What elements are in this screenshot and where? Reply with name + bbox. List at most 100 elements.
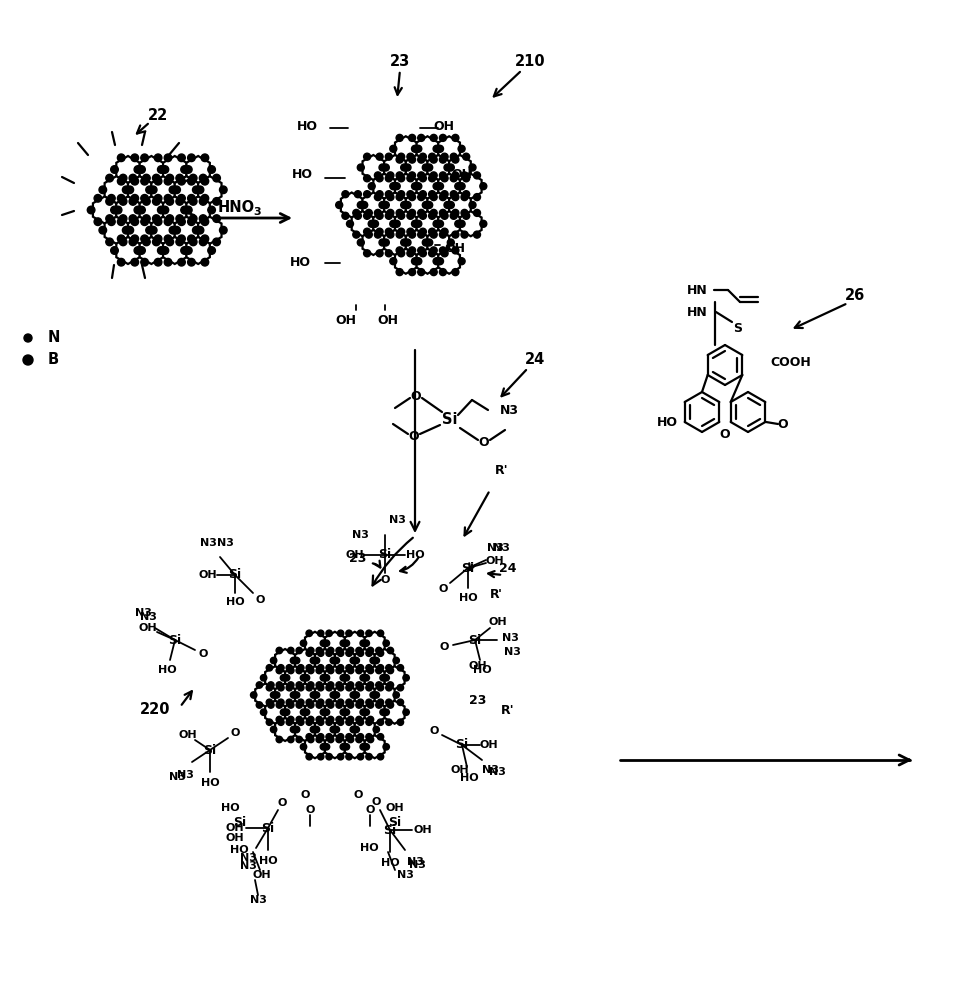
Circle shape <box>166 174 174 182</box>
Circle shape <box>123 226 130 234</box>
Circle shape <box>373 726 379 733</box>
Polygon shape <box>345 666 365 689</box>
Circle shape <box>458 145 465 152</box>
Circle shape <box>187 177 195 185</box>
Circle shape <box>450 191 457 198</box>
Circle shape <box>296 682 302 688</box>
Polygon shape <box>325 666 345 689</box>
Circle shape <box>286 685 292 691</box>
Circle shape <box>396 269 403 276</box>
Circle shape <box>142 238 150 246</box>
Circle shape <box>201 258 209 266</box>
Circle shape <box>451 247 459 254</box>
Circle shape <box>414 183 422 190</box>
Text: OH: OH <box>178 730 197 740</box>
Polygon shape <box>345 735 365 758</box>
Circle shape <box>318 650 324 656</box>
Polygon shape <box>104 176 128 203</box>
Circle shape <box>440 134 447 141</box>
Circle shape <box>288 736 294 743</box>
Circle shape <box>177 218 185 226</box>
Circle shape <box>199 238 207 246</box>
Circle shape <box>463 153 470 160</box>
Circle shape <box>385 175 392 182</box>
Circle shape <box>306 665 312 671</box>
Circle shape <box>463 175 470 182</box>
Circle shape <box>296 702 302 708</box>
Circle shape <box>461 209 468 216</box>
Polygon shape <box>439 136 460 161</box>
Circle shape <box>161 206 169 214</box>
Text: 3: 3 <box>253 207 260 217</box>
Circle shape <box>24 334 32 342</box>
Circle shape <box>398 212 405 219</box>
Circle shape <box>278 665 284 671</box>
Circle shape <box>366 650 372 656</box>
Circle shape <box>293 657 299 664</box>
Circle shape <box>417 247 425 254</box>
Circle shape <box>461 172 468 179</box>
Polygon shape <box>341 192 363 218</box>
Circle shape <box>403 675 409 681</box>
Polygon shape <box>255 684 275 706</box>
Circle shape <box>429 250 436 257</box>
Circle shape <box>364 175 370 182</box>
Circle shape <box>414 258 422 265</box>
Polygon shape <box>325 632 345 655</box>
Circle shape <box>377 719 384 725</box>
Circle shape <box>340 709 346 715</box>
Polygon shape <box>275 684 295 706</box>
Circle shape <box>469 164 476 171</box>
Circle shape <box>390 220 397 227</box>
Circle shape <box>440 172 447 179</box>
Polygon shape <box>395 174 416 199</box>
Circle shape <box>377 699 384 706</box>
Text: OH: OH <box>225 823 245 833</box>
Circle shape <box>430 247 437 254</box>
Circle shape <box>189 198 197 205</box>
Polygon shape <box>151 176 175 203</box>
Polygon shape <box>385 666 405 689</box>
Polygon shape <box>449 192 471 218</box>
Circle shape <box>320 709 327 715</box>
Circle shape <box>430 172 437 179</box>
Circle shape <box>353 231 360 238</box>
Circle shape <box>276 702 283 708</box>
Circle shape <box>377 754 384 760</box>
Circle shape <box>374 194 381 201</box>
Circle shape <box>333 657 339 664</box>
Circle shape <box>366 630 372 636</box>
Circle shape <box>441 212 448 219</box>
Polygon shape <box>363 230 384 255</box>
Circle shape <box>357 164 365 171</box>
Circle shape <box>119 238 127 246</box>
Circle shape <box>256 682 262 688</box>
Circle shape <box>429 175 436 182</box>
Circle shape <box>401 239 408 246</box>
Circle shape <box>356 702 362 708</box>
Circle shape <box>119 215 127 222</box>
Circle shape <box>411 220 418 227</box>
Circle shape <box>176 198 183 205</box>
Circle shape <box>454 183 462 190</box>
Text: N3: N3 <box>135 608 151 618</box>
Circle shape <box>119 174 127 182</box>
Polygon shape <box>355 718 374 741</box>
Circle shape <box>343 744 350 750</box>
Circle shape <box>333 692 339 698</box>
Circle shape <box>422 239 429 246</box>
Circle shape <box>149 226 157 234</box>
Circle shape <box>337 630 344 636</box>
Circle shape <box>451 269 459 276</box>
Polygon shape <box>285 701 305 724</box>
Circle shape <box>131 177 138 185</box>
Circle shape <box>440 231 447 238</box>
Circle shape <box>106 198 113 205</box>
Circle shape <box>417 156 425 163</box>
Circle shape <box>387 702 394 708</box>
Polygon shape <box>416 174 439 199</box>
Circle shape <box>164 177 172 185</box>
Circle shape <box>106 174 113 182</box>
Circle shape <box>379 202 386 209</box>
Circle shape <box>161 247 169 254</box>
